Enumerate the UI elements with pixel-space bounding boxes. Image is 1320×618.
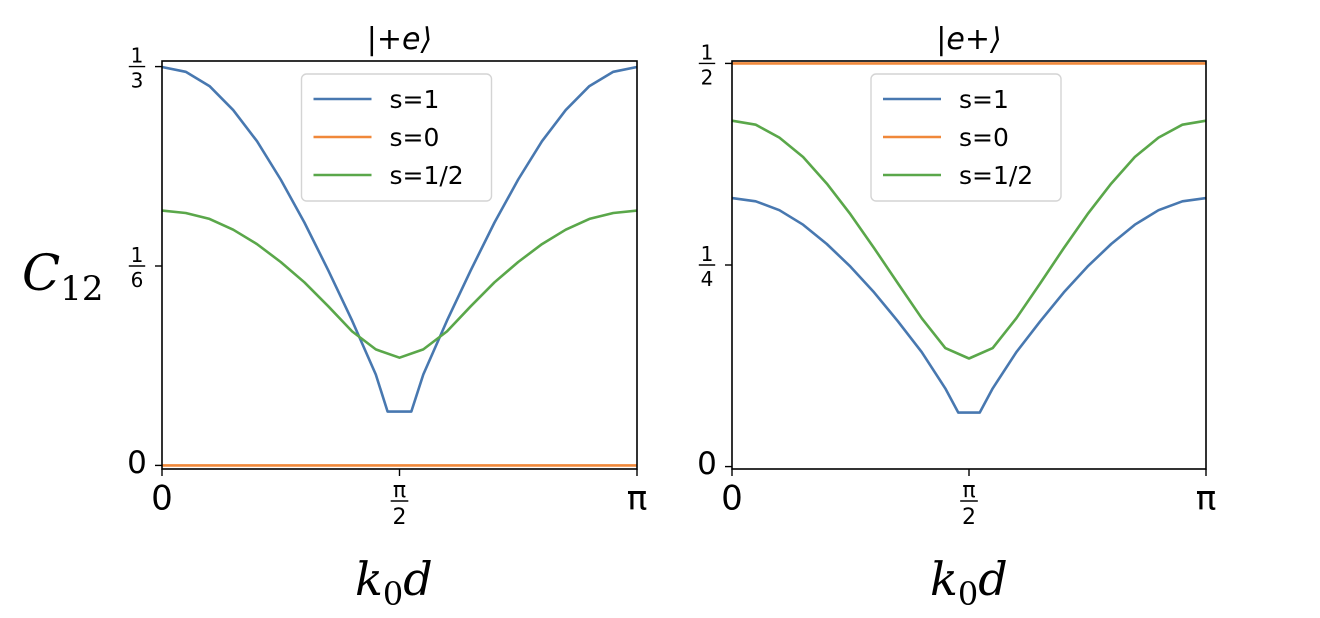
x-axis-label-sub: 0 [383,575,403,613]
legend-label: s=0 [959,123,1009,152]
y-tick-label-numerator: 1 [701,40,714,64]
y-tick-label-numerator: 1 [131,243,144,267]
x-tick-label-denominator: 2 [962,505,976,530]
x-axis-label-main: k [355,552,383,606]
y-tick-label-text: 0 [697,446,717,482]
x-tick-label-text: π [627,478,648,518]
series-line-s-1-2 [731,119,1207,360]
y-tick-label: 0 [127,445,147,481]
x-tick-label: π2 [960,478,978,530]
chart-title: |+e⟩ [367,22,432,57]
y-tick-label-numerator: 1 [701,242,714,266]
legend-label: s=1/2 [959,161,1033,190]
x-axis-label-sub: 0 [958,575,978,613]
legend-box [300,73,493,202]
series-line-s-1 [161,65,638,413]
x-tick-label-text: 0 [721,478,743,518]
y-tick-label-denominator: 3 [131,69,144,93]
chart-title: |e+⟩ [936,22,1001,57]
y-tick-label: 16 [128,243,146,292]
y-tick-label-numerator: 1 [131,44,144,68]
x-axis-label-main: k [930,552,958,606]
y-axis-label: C12 [22,244,104,309]
x-tick-label: π [627,478,648,518]
x-axis-label-tail: d [403,552,432,606]
x-tick-label: π2 [390,478,409,530]
x-tick-label: 0 [721,478,743,518]
y-tick-label-denominator: 2 [701,65,714,89]
y-tick-label: 0 [697,446,717,482]
x-tick-label-denominator: 2 [393,505,407,530]
y-tick-label-denominator: 6 [131,268,144,292]
y-axis-label-sub: 12 [60,269,103,309]
legend-label: s=0 [390,123,440,152]
y-tick-label: 14 [698,242,716,291]
y-tick-label: 12 [698,40,716,89]
x-axis-label-left: k0d [355,552,433,613]
legend-label: s=1 [390,85,440,114]
legend: s=1 s=0 s=1/2 [300,73,493,202]
legend-label: s=1/2 [390,161,464,190]
x-axis-label-right: k0d [930,552,1008,613]
x-tick-label-text: π [1196,478,1217,518]
y-tick-label: 13 [128,44,146,93]
legend: s=1 s=0 s=1/2 [870,73,1062,202]
x-tick-label-numerator: π [393,478,406,503]
x-tick-label: π [1196,478,1217,518]
x-axis-label-tail: d [978,552,1007,606]
y-axis-label-main: C [22,244,60,302]
x-tick-label-numerator: π [962,478,975,503]
y-tick-label-denominator: 4 [701,267,714,291]
series-line-s-1-2 [161,209,638,360]
y-tick-label-text: 0 [127,445,147,481]
x-tick-label-text: 0 [151,478,173,518]
legend-label: s=1 [959,85,1009,114]
series-line-s-1 [731,196,1207,414]
x-tick-label: 0 [151,478,173,518]
legend-box [870,73,1062,202]
